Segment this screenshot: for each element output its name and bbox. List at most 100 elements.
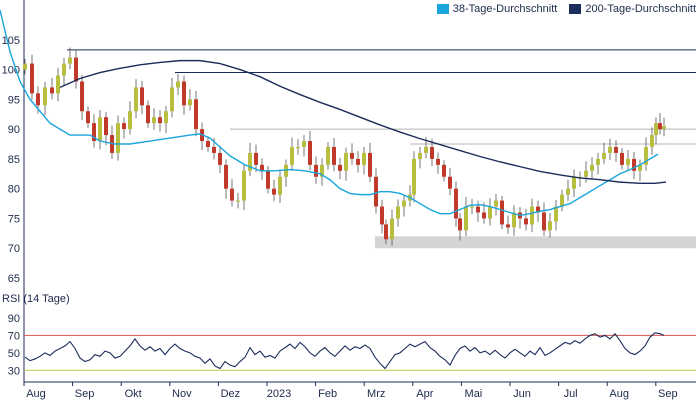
candle-body-up [344, 152, 348, 171]
candle [442, 160, 446, 182]
candle-body-up [390, 218, 394, 240]
candle-body-up [530, 206, 534, 225]
candle-body-down [86, 111, 90, 124]
candle-body-down [384, 224, 388, 240]
candle [290, 137, 294, 171]
candle [650, 127, 654, 155]
candle [122, 117, 126, 139]
price-tick-80: 80 [8, 184, 20, 196]
candle [314, 156, 318, 184]
candle [248, 142, 252, 177]
candle-body-down [36, 93, 40, 106]
candle [110, 125, 114, 159]
candle [260, 158, 264, 180]
candle [524, 208, 528, 231]
candle-body-up [396, 206, 400, 219]
candle-body-down [536, 206, 540, 213]
candle [68, 47, 72, 69]
candle [296, 139, 300, 155]
x-tick-label: Jul [564, 388, 578, 400]
candle-body-down [524, 218, 528, 225]
candle [390, 209, 394, 246]
candle-body-up [418, 152, 422, 159]
candle [554, 199, 558, 231]
candle [584, 161, 588, 183]
candle-body-down [620, 152, 624, 165]
candle-body-down [266, 170, 270, 189]
candle-body-up [302, 141, 306, 147]
candle-body-down [658, 123, 662, 130]
candle [464, 197, 468, 237]
candle-body-up [170, 87, 174, 112]
candle-body-up [412, 158, 416, 195]
candle [224, 159, 228, 199]
candle-body-down [314, 164, 318, 177]
candle-body-up [644, 146, 648, 165]
candle [506, 215, 510, 234]
candle [566, 179, 570, 202]
candle [350, 143, 354, 165]
candle-body-up [488, 206, 492, 219]
candle-body-up [654, 123, 658, 136]
candle [470, 198, 474, 215]
candle-body-down [230, 188, 234, 201]
candle [92, 114, 96, 148]
candle-body-up [650, 135, 654, 147]
candle [230, 179, 234, 207]
candle-body-down [614, 146, 618, 153]
candle [578, 171, 582, 187]
candle-body-up [290, 146, 294, 165]
x-tick-label: Sep [75, 388, 95, 400]
candle [62, 57, 66, 86]
candle-body-up [602, 152, 606, 159]
candle [284, 159, 288, 187]
candle-body-up [464, 206, 468, 231]
candle [116, 115, 120, 161]
candle [542, 202, 546, 236]
candle [254, 144, 258, 172]
candle-body-down [442, 164, 446, 177]
candle [396, 199, 400, 227]
candle [368, 142, 372, 183]
candle [23, 58, 27, 75]
candle-body-down [194, 99, 198, 130]
candle [302, 135, 306, 157]
price-tick-105: 105 [2, 35, 20, 47]
candle [402, 195, 406, 217]
candle [632, 151, 636, 180]
x-tick-label: Mrz [367, 388, 385, 400]
candle [476, 200, 480, 223]
candle-body-up [68, 57, 72, 64]
candle-body-down [506, 224, 510, 228]
candle [518, 207, 522, 229]
candle [620, 148, 624, 170]
candle [332, 138, 336, 172]
candle-body-up [320, 164, 324, 177]
candle [572, 169, 576, 198]
candle-body-up [242, 170, 246, 201]
candle [98, 110, 102, 150]
candle [326, 142, 330, 170]
candle [626, 149, 630, 172]
x-tick-label: Aug [26, 388, 46, 400]
candle-body-down [182, 81, 186, 106]
rsi-tick-30: 30 [8, 365, 20, 377]
candle-body-down [212, 146, 216, 153]
candle-body-down [338, 164, 342, 171]
rsi-line [24, 332, 665, 370]
candle [380, 199, 384, 234]
candle [194, 90, 198, 137]
x-tick-label: Dez [221, 388, 241, 400]
candle-body-up [554, 206, 558, 222]
candle [320, 158, 324, 186]
candle [164, 105, 168, 134]
price-tick-95: 95 [8, 94, 20, 106]
candle [494, 194, 498, 216]
legend-item-200: 200-Tage-Durchschnitt [569, 3, 696, 15]
candle-body-up [134, 87, 138, 112]
candle [602, 142, 606, 165]
x-tick-label: Apr [416, 388, 433, 400]
x-tick-label: Nov [172, 388, 192, 400]
candle [134, 79, 138, 119]
candle [658, 113, 662, 135]
